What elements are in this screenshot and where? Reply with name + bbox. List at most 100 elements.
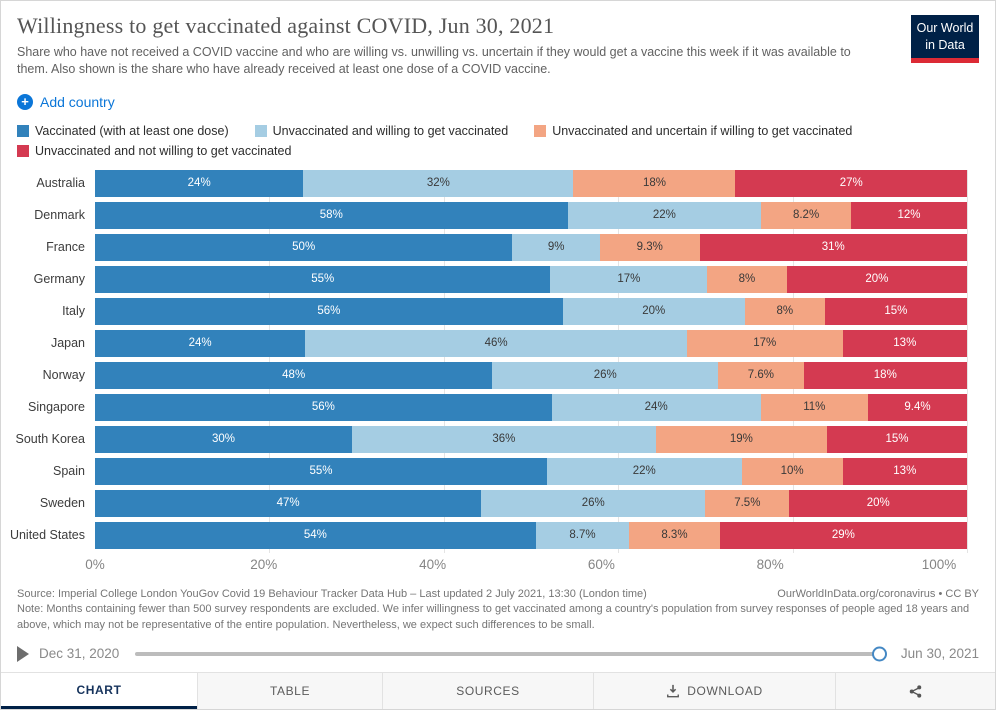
bar-rows: Australia 24% 32% 18% 27% Denmark 58% 22% 8.2% 12… — [1, 169, 968, 553]
timeline-slider-handle[interactable] — [871, 646, 887, 662]
bar-segment[interactable]: 8% — [744, 297, 825, 325]
bar-segment[interactable]: 56% — [95, 297, 563, 325]
tab-sources[interactable]: SOURCES — [382, 673, 593, 709]
timeline-slider[interactable] — [135, 646, 887, 662]
stacked-bar: 24% 32% 18% 27% — [95, 169, 967, 197]
bar-segment[interactable]: 55% — [95, 457, 547, 485]
legend: Vaccinated (with at least one dose) Unvac… — [17, 124, 979, 158]
bar-segment[interactable]: 27% — [735, 169, 967, 197]
bar-segment[interactable]: 10% — [741, 457, 843, 485]
x-axis-tick: 60% — [587, 556, 615, 572]
legend-label: Vaccinated (with at least one dose) — [35, 123, 229, 138]
bar-segment[interactable]: 18% — [573, 169, 736, 197]
bar-segment[interactable]: 19% — [655, 425, 827, 453]
table-row: Italy 56% 20% 8% 15% — [1, 297, 967, 325]
owid-logo-line1: Our World — [916, 21, 974, 35]
stacked-bar: 56% 24% 11% 9.4% — [95, 393, 967, 421]
stacked-bar: 24% 46% 17% 13% — [95, 329, 968, 357]
tab-bar: CHART TABLE SOURCES DOWNLOAD — [1, 672, 995, 709]
bar-segment[interactable]: 31% — [699, 233, 967, 261]
stacked-bar: 54% 8.7% 8.3% 29% — [95, 521, 967, 549]
timeline-start-date: Dec 31, 2020 — [39, 646, 120, 662]
legend-item[interactable]: Vaccinated (with at least one dose) — [17, 124, 229, 138]
tab-table[interactable]: TABLE — [197, 673, 382, 709]
play-icon[interactable] — [17, 645, 29, 662]
bar-segment[interactable]: 9.3% — [599, 233, 700, 261]
timeline-end-date: Jun 30, 2021 — [900, 646, 979, 662]
stacked-bar: 50% 9% 9.3% 31% — [95, 233, 967, 261]
table-row: Germany 55% 17% 8% 20% — [1, 265, 967, 293]
bar-segment[interactable]: 48% — [95, 361, 493, 389]
bar-segment[interactable]: 20% — [789, 489, 968, 517]
bar-segment[interactable]: 50% — [95, 233, 513, 261]
bar-segment[interactable]: 18% — [803, 361, 967, 389]
bar-segment[interactable]: 15% — [826, 425, 967, 453]
add-country-button[interactable]: + Add country — [17, 93, 115, 110]
legend-item[interactable]: Unvaccinated and not willing to get vacc… — [17, 144, 291, 158]
bar-segment[interactable]: 29% — [719, 521, 967, 549]
table-row: Spain 55% 22% 10% 13% — [1, 457, 968, 485]
bar-segment[interactable]: 8.7% — [535, 521, 630, 549]
tab-share[interactable] — [835, 673, 995, 709]
stacked-bar: 58% 22% 8.2% 12% — [95, 201, 967, 229]
bar-segment[interactable]: 24% — [95, 329, 306, 357]
gridline — [967, 169, 968, 553]
bar-segment[interactable]: 36% — [352, 425, 656, 453]
bar-segment[interactable]: 30% — [95, 425, 352, 453]
bar-segment[interactable]: 17% — [686, 329, 843, 357]
bar-segment[interactable]: 8.3% — [629, 521, 720, 549]
bar-segment[interactable]: 46% — [305, 329, 687, 357]
country-label: Sweden — [39, 496, 85, 511]
owid-logo-red-bar — [911, 57, 979, 63]
bar-segment[interactable]: 54% — [95, 521, 536, 549]
bar-segment[interactable]: 24% — [95, 169, 304, 197]
bar-segment[interactable]: 11% — [760, 393, 868, 421]
bar-segment[interactable]: 15% — [824, 297, 967, 325]
chart-subtitle: Share who have not received a COVID vacc… — [17, 45, 851, 76]
bar-segment[interactable]: 12% — [850, 201, 967, 229]
bar-segment[interactable]: 55% — [95, 265, 551, 293]
bar-segment[interactable]: 8.2% — [761, 201, 851, 229]
bar-segment[interactable]: 9% — [512, 233, 600, 261]
bar-segment[interactable]: 32% — [303, 169, 574, 197]
owid-logo[interactable]: Our World in Data — [911, 15, 979, 63]
country-label: Italy — [62, 304, 85, 319]
stacked-bar: 47% 26% 7.5% 20% — [95, 489, 968, 517]
timeline: Dec 31, 2020 Jun 30, 2021 — [17, 643, 979, 665]
bar-segment[interactable]: 26% — [492, 361, 719, 389]
bar-segment[interactable]: 9.4% — [867, 393, 967, 421]
x-axis-tick: 40% — [419, 556, 447, 572]
legend-item[interactable]: Unvaccinated and uncertain if willing to… — [534, 124, 852, 138]
tab-chart[interactable]: CHART — [1, 673, 197, 709]
table-row: United States 54% 8.7% 8.3% 29% — [1, 521, 967, 549]
bar-segment[interactable]: 20% — [562, 297, 745, 325]
bar-segment[interactable]: 56% — [95, 393, 552, 421]
country-label: Norway — [42, 368, 85, 383]
stacked-bar: 56% 20% 8% 15% — [95, 297, 967, 325]
bar-segment[interactable]: 13% — [842, 457, 968, 485]
bar-segment[interactable]: 22% — [546, 457, 742, 485]
bar-segment[interactable]: 47% — [95, 489, 482, 517]
bar-segment[interactable]: 7.5% — [705, 489, 790, 517]
bar-segment[interactable]: 22% — [567, 201, 762, 229]
legend-label: Unvaccinated and not willing to get vacc… — [35, 143, 292, 158]
table-row: France 50% 9% 9.3% 31% — [1, 233, 967, 261]
bar-segment[interactable]: 24% — [551, 393, 761, 421]
bar-segment[interactable]: 20% — [786, 265, 967, 293]
share-icon — [908, 684, 923, 699]
tab-download[interactable]: DOWNLOAD — [593, 673, 835, 709]
bar-segment[interactable]: 8% — [707, 265, 787, 293]
bar-segment[interactable]: 58% — [95, 201, 568, 229]
stacked-bar: 55% 22% 10% 13% — [95, 457, 968, 485]
country-label: France — [46, 240, 85, 255]
bar-segment[interactable]: 13% — [842, 329, 968, 357]
table-row: Denmark 58% 22% 8.2% 12% — [1, 201, 967, 229]
legend-item[interactable]: Unvaccinated and willing to get vaccinat… — [254, 123, 509, 138]
legend-label: Unvaccinated and willing to get vaccinat… — [272, 123, 509, 138]
license-link[interactable]: OurWorldInData.org/coronavirus • CC BY — [777, 587, 979, 600]
bar-segment[interactable]: 17% — [550, 265, 708, 293]
legend-swatch — [254, 124, 267, 137]
stacked-bar: 48% 26% 7.6% 18% — [95, 361, 967, 389]
bar-segment[interactable]: 7.6% — [718, 361, 804, 389]
bar-segment[interactable]: 26% — [481, 489, 706, 517]
